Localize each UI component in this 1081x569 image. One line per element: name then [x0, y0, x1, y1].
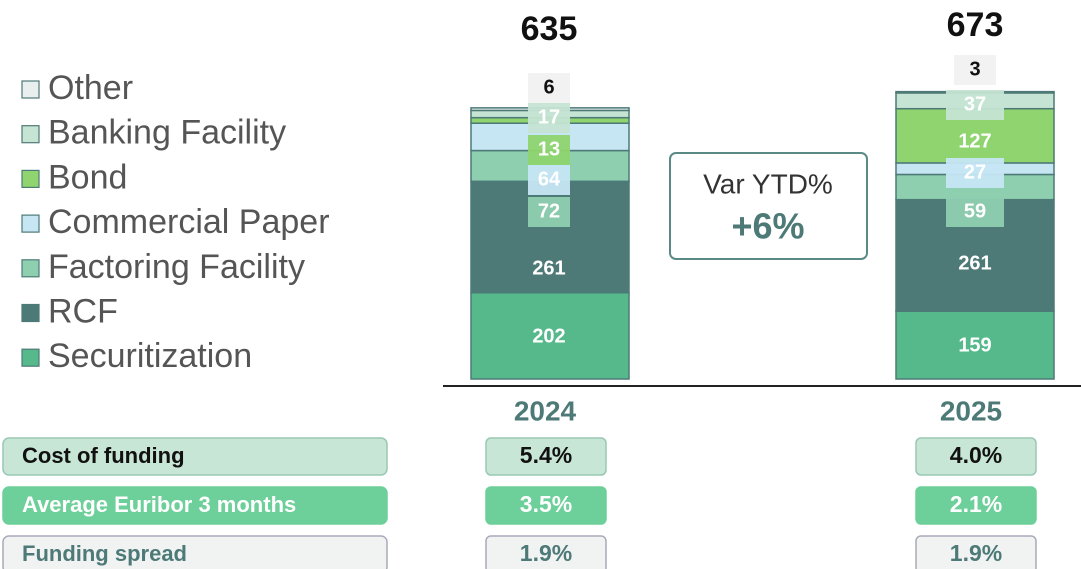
label-box — [946, 127, 1004, 157]
data-label: 64 — [538, 168, 561, 190]
value-box — [915, 486, 1037, 525]
variance-value: +6% — [731, 206, 804, 247]
x-tick-label: 2024 — [514, 395, 577, 426]
data-label: 6 — [543, 76, 554, 98]
legend-label: Banking Facility — [48, 114, 286, 152]
label-box — [946, 158, 1004, 188]
label-box — [528, 197, 570, 227]
data-label: 202 — [532, 325, 565, 347]
legend-swatch — [21, 125, 40, 144]
table-value: 4.0% — [950, 442, 1002, 468]
row-label: Funding spread — [22, 541, 187, 566]
row-label-box — [2, 437, 388, 476]
value-box — [485, 486, 607, 525]
data-label: 72 — [538, 200, 560, 222]
data-label: 3 — [969, 58, 980, 80]
legend-label: Securitization — [48, 337, 252, 375]
bar-segment — [470, 291, 630, 380]
x-tick-label: 2025 — [940, 395, 1002, 426]
row-label-box — [2, 535, 388, 569]
table-value: 5.4% — [520, 442, 572, 468]
label-box — [946, 197, 1004, 227]
variance-box — [669, 152, 868, 260]
label-box — [528, 103, 570, 133]
legend-label: Bond — [48, 158, 127, 196]
data-label: 17 — [538, 106, 560, 128]
data-label: 261 — [958, 252, 991, 274]
data-label: 261 — [532, 257, 565, 279]
legend-label: Commercial Paper — [48, 203, 330, 241]
data-label: 159 — [958, 334, 991, 356]
legend-swatch — [21, 259, 40, 278]
legend-label: Factoring Facility — [48, 248, 305, 286]
bar-segment — [895, 310, 1055, 380]
row-label-box — [2, 486, 388, 525]
legend-label: RCF — [48, 292, 118, 330]
legend-label: Other — [48, 69, 133, 107]
total-label: 673 — [947, 6, 1004, 44]
data-label: 37 — [964, 93, 986, 115]
table-value: 2.1% — [950, 491, 1002, 517]
value-box — [915, 535, 1037, 569]
value-box — [485, 437, 607, 476]
table-value: 1.9% — [950, 540, 1002, 566]
legend-swatch — [21, 348, 40, 367]
table-value: 3.5% — [520, 491, 572, 517]
data-label: 127 — [958, 130, 991, 152]
data-label: 27 — [964, 161, 986, 183]
legend-swatch — [21, 169, 40, 188]
variance-label: Var YTD% — [703, 168, 833, 199]
row-label: Average Euribor 3 months — [22, 492, 296, 517]
legend-swatch — [21, 214, 40, 233]
data-label: 59 — [964, 200, 986, 222]
value-box — [485, 535, 607, 569]
label-box — [528, 165, 570, 195]
label-box — [528, 135, 570, 165]
row-label: Cost of funding — [22, 443, 185, 468]
legend-swatch — [21, 80, 40, 99]
legend-swatch — [21, 303, 40, 323]
data-label: 13 — [538, 138, 560, 160]
total-label: 635 — [521, 10, 578, 48]
label-box — [954, 55, 996, 85]
label-box — [528, 73, 570, 103]
value-box — [915, 437, 1037, 476]
label-box — [946, 90, 1004, 120]
table-value: 1.9% — [520, 540, 572, 566]
